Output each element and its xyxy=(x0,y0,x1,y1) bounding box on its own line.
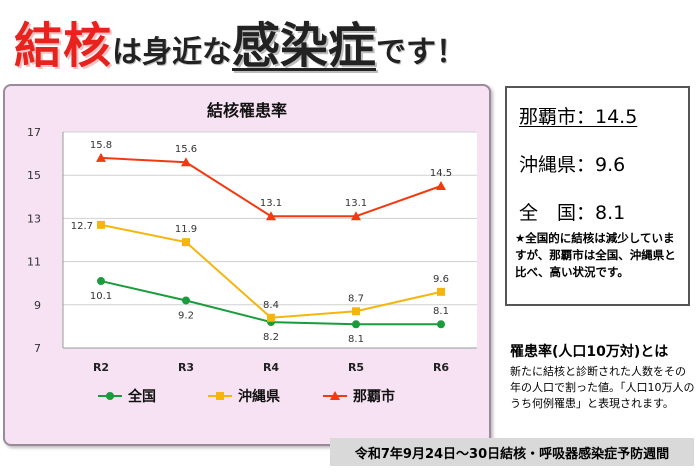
data-point-okinawa xyxy=(352,307,360,316)
data-label-okinawa: 12.7 xyxy=(71,221,93,232)
stat-national: 全 国：8.1 xyxy=(519,202,626,224)
footer-bar: 令和7年9月24日～30日結核・呼吸器感染症予防週間 xyxy=(330,438,694,466)
y-tick-label: 7 xyxy=(34,342,41,355)
data-point-naha xyxy=(266,211,276,221)
x-tick-label: R2 xyxy=(93,361,109,374)
data-point-naha xyxy=(181,157,191,167)
headline-mijikana: は身近な xyxy=(112,35,233,70)
data-label-naha: 15.6 xyxy=(175,144,197,155)
data-point-naha xyxy=(351,211,361,221)
legend-label-naha: 那覇市 xyxy=(353,388,395,405)
stats-note: ★全国的に結核は減少していますが、那覇市は全国、沖縄県と比べ、高い状況です。 xyxy=(515,231,676,279)
stat-okinawa: 沖縄県：9.6 xyxy=(519,154,626,176)
x-tick-label: R4 xyxy=(263,361,279,374)
definition-title: 罹患率(人口10万対)とは xyxy=(510,344,669,360)
legend-marker-naha xyxy=(330,391,340,400)
data-point-naha xyxy=(436,181,446,190)
x-tick-label: R6 xyxy=(433,361,449,374)
data-point-naha xyxy=(96,152,106,162)
data-point-zenkoku xyxy=(97,277,105,286)
headline-desu: です！ xyxy=(376,35,467,70)
data-point-okinawa xyxy=(437,287,445,296)
legend-label-okinawa: 沖縄県 xyxy=(238,388,280,405)
data-label-naha: 13.1 xyxy=(260,198,282,209)
data-label-okinawa: 9.6 xyxy=(433,274,449,285)
incidence-line-chart: 結核罹患率 7 9 11 13 15 17 R2 R3 R4 R5 R6 10.1 9.2 8.2 8.1 8.… xyxy=(27,101,477,405)
y-tick-label: 9 xyxy=(34,299,41,312)
stat-naha: 那覇市：14.5 xyxy=(519,106,638,128)
data-point-zenkoku xyxy=(437,320,445,329)
legend-marker-okinawa xyxy=(216,392,224,400)
y-tick-label: 17 xyxy=(27,126,41,139)
data-label-naha: 15.8 xyxy=(90,140,112,151)
data-point-okinawa xyxy=(97,220,105,229)
chart-panel: 結核罹患率 7 9 11 13 15 17 R2 R3 R4 R5 R6 10.1 9.2 8.2 8.1 8.… xyxy=(3,84,491,446)
data-point-zenkoku xyxy=(182,296,190,305)
data-label-zenkoku: 8.1 xyxy=(348,334,364,345)
x-tick-label: R5 xyxy=(348,361,364,374)
data-label-naha: 13.1 xyxy=(345,198,367,209)
y-tick-label: 11 xyxy=(27,256,41,269)
data-label-okinawa: 8.4 xyxy=(263,300,279,311)
data-point-zenkoku xyxy=(352,320,360,329)
headline-kansensho: 感染症 xyxy=(232,18,377,74)
chart-title: 結核罹患率 xyxy=(207,101,287,120)
definition-text: 新たに結核と診断された人数をその年の人口で割った値。「人口10万人のうち何例罹患… xyxy=(510,365,695,410)
y-tick-label: 13 xyxy=(27,212,41,225)
data-label-zenkoku: 8.1 xyxy=(433,306,449,317)
data-label-naha: 14.5 xyxy=(430,168,452,179)
data-label-okinawa: 11.9 xyxy=(175,224,197,235)
legend-marker-zenkoku xyxy=(106,392,114,400)
headline: 結核は身近な感染症です！ xyxy=(14,6,466,78)
data-label-zenkoku: 9.2 xyxy=(178,310,194,321)
plot-area xyxy=(63,132,477,348)
headline-kekkaku: 結核 xyxy=(14,18,113,74)
data-label-okinawa: 8.7 xyxy=(348,293,364,304)
x-tick-label: R3 xyxy=(178,361,194,374)
data-point-okinawa xyxy=(267,313,275,322)
y-tick-label: 15 xyxy=(27,169,41,182)
data-label-zenkoku: 8.2 xyxy=(263,332,279,343)
legend-label-zenkoku: 全国 xyxy=(127,388,156,405)
stats-box: 那覇市：14.5 沖縄県：9.6 全 国：8.1 ★全国的に結核は減少しています… xyxy=(505,86,690,306)
data-label-zenkoku: 10.1 xyxy=(90,291,112,302)
data-point-okinawa xyxy=(182,238,190,247)
